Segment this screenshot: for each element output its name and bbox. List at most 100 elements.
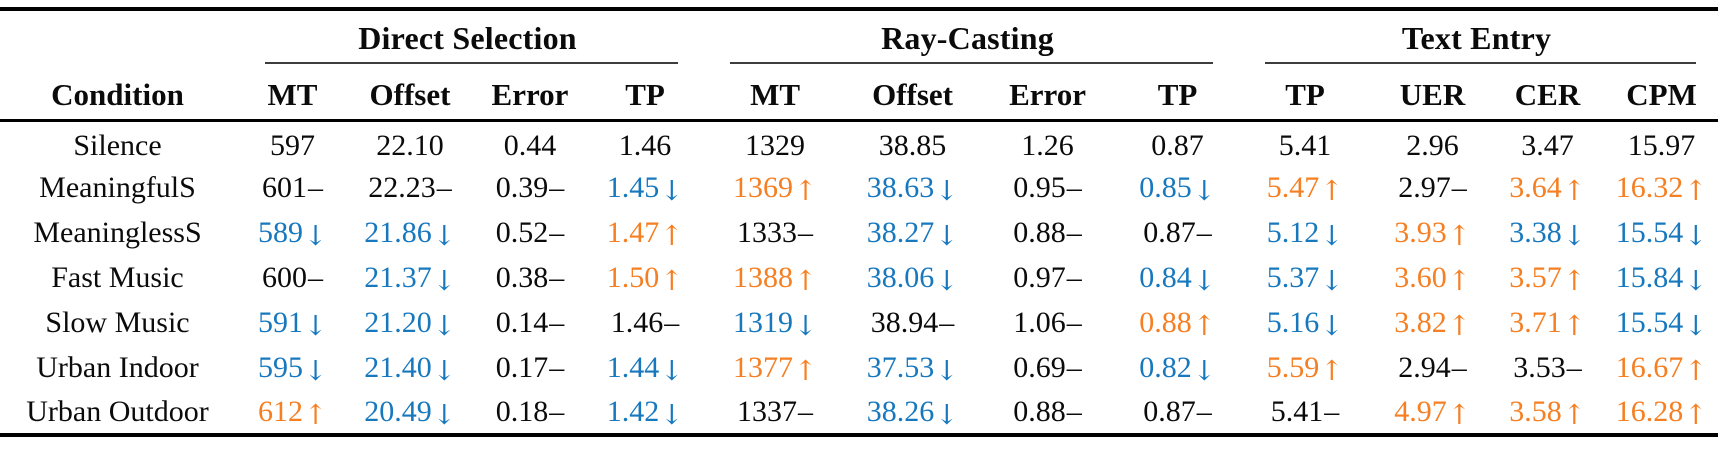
value-text: 38.26 bbox=[866, 394, 935, 428]
value-text: 15.84 bbox=[1615, 260, 1684, 294]
no-change-dash: – bbox=[549, 260, 565, 294]
value-text: 1.45 bbox=[606, 170, 660, 204]
table-row: Fast Music 600– 21.37↓ 0.38– 1.50↑ 1388↑ 38.06… bbox=[0, 255, 1718, 300]
value-text: 1388 bbox=[732, 260, 793, 294]
value-text: 0.69 bbox=[1013, 350, 1066, 384]
value-cell: 15.54↓ bbox=[1605, 300, 1718, 345]
value-cell: 38.26↓ bbox=[850, 390, 975, 435]
value-text: 0.87 bbox=[1143, 394, 1196, 428]
value-cell: 1.50↑ bbox=[590, 255, 700, 300]
arrow-up-icon: ↑ bbox=[1562, 264, 1586, 298]
value-text: 0.88 bbox=[1139, 305, 1192, 339]
arrow-down-icon: ↓ bbox=[935, 264, 959, 298]
arrow-up-icon: ↑ bbox=[1447, 398, 1471, 432]
no-change-dash: – bbox=[1451, 170, 1467, 204]
value-text: 0.97 bbox=[1013, 260, 1066, 294]
no-change-dash: – bbox=[1566, 350, 1582, 384]
arrow-down-icon: ↓ bbox=[303, 219, 328, 253]
column-header-condition: Condition bbox=[0, 72, 235, 122]
arrow-up-icon: ↑ bbox=[660, 264, 684, 298]
value-text: 0.82 bbox=[1139, 350, 1192, 384]
value-text: 4.97 bbox=[1394, 394, 1447, 428]
no-change-dash: – bbox=[1066, 260, 1082, 294]
value-cell: 0.85↓ bbox=[1120, 165, 1235, 210]
value-text: 1333 bbox=[737, 215, 798, 249]
rule-text-entry bbox=[1265, 59, 1697, 64]
value-text: 3.82 bbox=[1394, 305, 1447, 339]
condition-cell: Urban Indoor bbox=[36, 350, 199, 384]
value-text: 612 bbox=[257, 394, 303, 428]
value-text: 1.26 bbox=[1021, 129, 1074, 163]
value-cell: 1.45↓ bbox=[590, 165, 700, 210]
column-header-mt-4: MT bbox=[700, 72, 851, 122]
results-table: Direct Selection Ray-Casting Text Entry … bbox=[0, 7, 1718, 437]
value-text: 0.18 bbox=[495, 394, 549, 428]
condition-cell: Slow Music bbox=[45, 305, 190, 339]
value-cell: 37.53↓ bbox=[850, 345, 975, 390]
value-text: 21.37 bbox=[364, 260, 432, 294]
arrow-down-icon: ↓ bbox=[303, 354, 328, 388]
value-text: 0.44 bbox=[503, 129, 557, 163]
value-cell: 600– bbox=[235, 255, 350, 300]
table-row: MeaningfulS 601– 22.23– 0.39– 1.45↓ 1369↑ 38.6… bbox=[0, 165, 1718, 210]
value-text: 3.58 bbox=[1509, 394, 1562, 428]
condition-cell: MeaninglessS bbox=[33, 215, 202, 249]
value-text: 15.54 bbox=[1615, 305, 1684, 339]
value-cell: 2.96 bbox=[1375, 120, 1490, 165]
no-change-dash: – bbox=[549, 305, 565, 339]
value-text: 1.47 bbox=[606, 215, 660, 249]
value-text: 21.86 bbox=[364, 215, 432, 249]
value-cell: 0.69– bbox=[975, 345, 1120, 390]
value-cell: 3.58↑ bbox=[1490, 390, 1605, 435]
value-text: 38.94 bbox=[870, 305, 939, 339]
value-cell: 0.87– bbox=[1120, 390, 1235, 435]
value-cell: 1388↑ bbox=[700, 255, 850, 300]
value-cell: 16.28↑ bbox=[1605, 390, 1718, 435]
value-text: 601 bbox=[262, 170, 307, 204]
value-cell: 0.38– bbox=[470, 255, 590, 300]
value-text: 1377 bbox=[732, 350, 793, 384]
value-cell: 5.16↓ bbox=[1235, 300, 1375, 345]
value-cell: 0.97– bbox=[975, 255, 1120, 300]
column-header-error-6: Error bbox=[975, 72, 1121, 122]
arrow-down-icon: ↓ bbox=[432, 309, 456, 343]
condition-cell: Urban Outdoor bbox=[26, 394, 209, 428]
arrow-down-icon: ↓ bbox=[1320, 219, 1344, 253]
value-cell: 38.85 bbox=[850, 120, 975, 165]
rule-ray-casting bbox=[730, 59, 1214, 64]
value-cell: 3.93↑ bbox=[1375, 210, 1490, 255]
arrow-down-icon: ↓ bbox=[660, 398, 684, 432]
value-text: 2.94 bbox=[1398, 350, 1451, 384]
value-text: 3.60 bbox=[1394, 260, 1447, 294]
value-text: 5.59 bbox=[1266, 350, 1320, 384]
value-text: 2.97 bbox=[1398, 170, 1451, 204]
value-text: 38.06 bbox=[866, 260, 935, 294]
arrow-up-icon: ↑ bbox=[1320, 354, 1344, 388]
value-cell: 38.06↓ bbox=[850, 255, 975, 300]
value-text: 1369 bbox=[732, 170, 793, 204]
value-cell: 5.41– bbox=[1235, 390, 1375, 435]
no-change-dash: – bbox=[549, 394, 565, 428]
arrow-up-icon: ↑ bbox=[793, 174, 818, 208]
arrow-down-icon: ↓ bbox=[432, 264, 456, 298]
value-cell: 0.17– bbox=[470, 345, 590, 390]
value-text: 1319 bbox=[732, 305, 793, 339]
arrow-down-icon: ↓ bbox=[935, 174, 959, 208]
value-text: 0.84 bbox=[1139, 260, 1192, 294]
value-text: 1329 bbox=[745, 129, 806, 163]
value-cell: 595↓ bbox=[235, 345, 350, 390]
value-text: 1.06 bbox=[1013, 305, 1066, 339]
value-text: 600 bbox=[262, 260, 307, 294]
value-text: 0.14 bbox=[495, 305, 549, 339]
no-change-dash: – bbox=[1066, 305, 1082, 339]
value-cell: 0.14– bbox=[470, 300, 590, 345]
value-cell: 601– bbox=[235, 165, 350, 210]
value-text: 0.17 bbox=[495, 350, 549, 384]
value-text: 1.46 bbox=[618, 129, 672, 163]
value-cell: 3.47 bbox=[1490, 120, 1605, 165]
no-change-dash: – bbox=[1324, 394, 1340, 428]
no-change-dash: – bbox=[1066, 394, 1082, 428]
column-header-tp-3: TP bbox=[590, 72, 701, 122]
value-cell: 1.44↓ bbox=[590, 345, 700, 390]
